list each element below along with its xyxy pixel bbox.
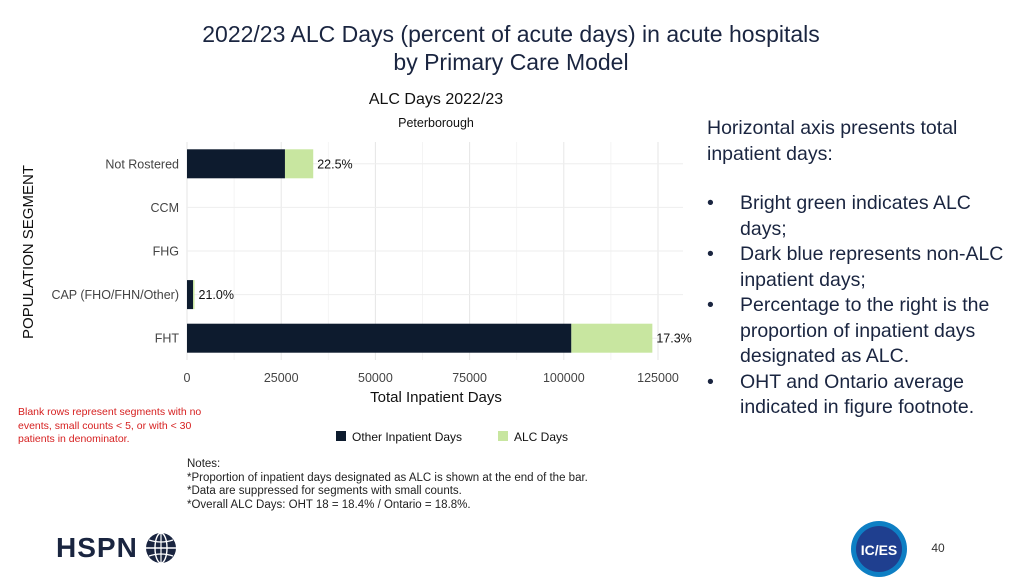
x-tick-label: 125000 — [637, 371, 679, 385]
bar-segment — [571, 323, 653, 353]
x-tick-label: 50000 — [358, 371, 393, 385]
side-notes-intro: Horizontal axis presents total inpatient… — [707, 117, 958, 165]
chart-notes: Notes: *Proportion of inpatient days des… — [187, 458, 687, 512]
notes-line: *Proportion of inpatient days designated… — [187, 471, 588, 484]
y-tick-label: Not Rostered — [105, 157, 179, 171]
legend-swatch — [336, 431, 346, 441]
blank-rows-note: Blank rows represent segments with no ev… — [18, 406, 202, 445]
chart-subtitle: Peterborough — [398, 116, 474, 130]
x-tick-label: 100000 — [543, 371, 585, 385]
x-tick-label: 0 — [184, 371, 191, 385]
side-notes-bullet: Percentage to the right is the proportio… — [707, 293, 1017, 370]
legend-label: Other Inpatient Days — [352, 430, 462, 444]
y-tick-label: CAP (FHO/FHN/Other) — [51, 288, 179, 302]
ices-logo: IC/ES — [851, 521, 907, 577]
bar-segment — [187, 149, 285, 179]
bar-data-label: 22.5% — [317, 157, 352, 171]
legend-label: ALC Days — [514, 430, 568, 444]
bar-segment — [187, 280, 194, 310]
x-tick-label: 75000 — [452, 371, 487, 385]
bar-segment — [193, 280, 195, 310]
notes-line: *Overall ALC Days: OHT 18 = 18.4% / Onta… — [187, 498, 471, 511]
y-tick-label: FHG — [153, 245, 179, 259]
notes-line: *Data are suppressed for segments with s… — [187, 485, 462, 497]
bar-data-label: 17.3% — [656, 332, 691, 346]
side-notes-bullet: Bright green indicates ALC days; — [707, 191, 1017, 242]
chart-title: ALC Days 2022/23 — [369, 91, 503, 108]
bar-data-label: 21.0% — [199, 288, 234, 302]
side-notes-bullet: Dark blue represents non-ALC inpatient d… — [707, 242, 1017, 293]
hspn-logo: HSPN — [56, 530, 178, 566]
notes-heading: Notes: — [187, 458, 221, 470]
ices-logo-text: IC/ES — [861, 542, 898, 558]
y-axis-label: POPULATION SEGMENT — [20, 165, 37, 339]
slide-title: 2022/23 ALC Days (percent of acute days)… — [100, 20, 922, 76]
side-notes-bullet: OHT and Ontario average indicated in fig… — [707, 370, 1017, 421]
y-tick-label: CCM — [151, 201, 179, 215]
x-axis-label: Total Inpatient Days — [370, 389, 502, 406]
bar-segment — [284, 149, 314, 179]
bar-segment — [187, 323, 572, 353]
page-number: 40 — [931, 541, 945, 555]
globe-icon — [145, 532, 176, 564]
alc-days-chart: ALC Days 2022/23 Peterborough Total Inpati… — [20, 91, 692, 444]
legend-swatch — [498, 431, 508, 441]
side-notes: Horizontal axis presents total inpatient… — [707, 116, 1017, 421]
x-tick-label: 25000 — [264, 371, 299, 385]
y-tick-label: FHT — [155, 332, 180, 346]
slide-title-line-2: by Primary Care Model — [393, 49, 629, 75]
side-notes-list: Bright green indicates ALC days; Dark bl… — [707, 191, 1017, 421]
slide-title-line-1: 2022/23 ALC Days (percent of acute days)… — [202, 21, 820, 47]
hspn-logo-wordmark: HSPN — [56, 532, 138, 563]
